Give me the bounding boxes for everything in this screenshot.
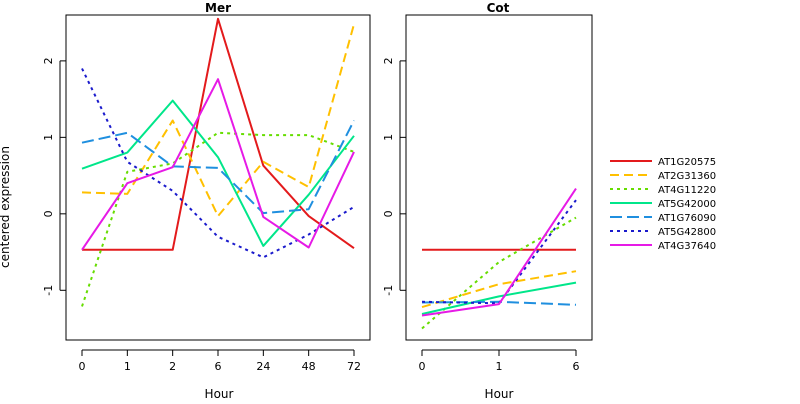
y-tick-label: 0 [42, 210, 55, 217]
x-tick-label: 6 [215, 360, 222, 373]
legend-entry: AT5G42800 [610, 227, 716, 238]
legend-entry: AT1G76090 [610, 213, 716, 224]
x-tick-label: 24 [256, 360, 270, 373]
series-line-at4g11220 [81, 131, 355, 307]
legend-label: AT1G20575 [658, 157, 716, 168]
x-tick-label: 2 [169, 360, 176, 373]
x-axis-label: Hour [485, 387, 514, 400]
y-tick-label: 1 [382, 134, 395, 141]
series-line-at1g20575 [82, 17, 355, 251]
legend-label: AT2G31360 [658, 171, 716, 182]
legend-label: AT5G42000 [658, 199, 716, 210]
panel-cot: Cot Hour -1 0 1 2 0 1 6 [382, 1, 593, 401]
legend-label: AT4G37640 [658, 241, 716, 252]
legend: AT1G20575 AT2G31360 AT4G11220 AT5G42000 AT1G… [610, 157, 716, 252]
panel-title: Cot [487, 1, 510, 15]
y-axis-label: centered expression [0, 146, 12, 268]
y-tick-label: 0 [382, 210, 395, 217]
legend-label: AT4G11220 [658, 185, 716, 196]
panel-mer: Mer centered expression Hour -1 0 1 2 0 1 2 6 24… [0, 1, 371, 401]
y-tick-label: 2 [382, 57, 395, 64]
series-line-at1g76090 [81, 120, 355, 215]
x-tick-label: 72 [347, 360, 361, 373]
series-line-at4g37640 [81, 78, 355, 251]
panel-title: Mer [205, 1, 231, 15]
legend-entry: AT4G37640 [610, 241, 716, 252]
y-tick-label: 1 [42, 134, 55, 141]
x-tick-label: 6 [573, 360, 580, 373]
x-tick-label: 1 [124, 360, 131, 373]
series-line-at2g31360 [81, 23, 355, 218]
legend-entry: AT2G31360 [610, 171, 716, 182]
legend-entry: AT5G42000 [610, 199, 716, 210]
x-tick-label: 48 [302, 360, 316, 373]
plot-frame [405, 14, 593, 341]
y-tick-label: -1 [382, 285, 395, 296]
x-tick-label: 0 [419, 360, 426, 373]
series-line-at2g31360 [421, 270, 577, 309]
legend-label: AT5G42800 [658, 227, 716, 238]
series-line-at5g42000 [81, 99, 355, 247]
legend-entry: AT4G11220 [610, 185, 716, 196]
series-line-at5g42000 [421, 281, 577, 315]
legend-label: AT1G76090 [658, 213, 716, 224]
plot-frame [65, 14, 371, 341]
series-line-at4g37640 [421, 188, 577, 317]
x-tick-label: 0 [79, 360, 86, 373]
series-line-at5g42800 [81, 68, 355, 259]
legend-entry: AT1G20575 [610, 157, 716, 168]
y-tick-label: 2 [42, 57, 55, 64]
x-axis-label: Hour [205, 387, 234, 400]
y-tick-label: -1 [42, 285, 55, 296]
x-tick-label: 1 [496, 360, 503, 373]
